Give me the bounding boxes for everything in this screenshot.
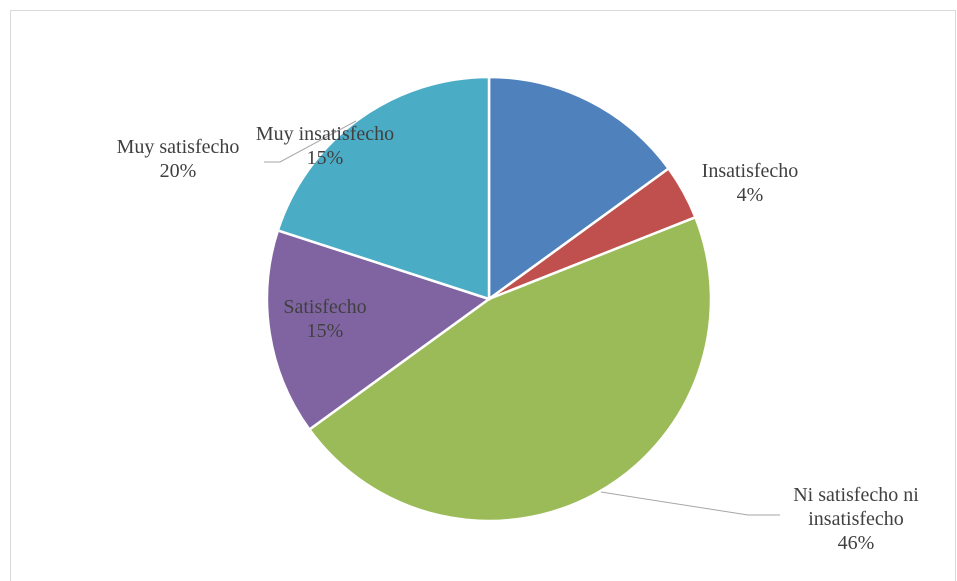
data-label-category: Ni satisfecho ni [793, 484, 919, 506]
data-label-ni-satisfecho-ni-insatisfecho: Ni satisfecho ni insatisfecho 46% [793, 484, 919, 554]
leader-line-3 [600, 491, 780, 516]
data-label-percent: 4% [737, 184, 764, 206]
pie-slice-muy-satisfecho [276, 75, 491, 301]
data-label-category: Muy satisfecho [117, 136, 240, 158]
pie-slice-muy-insatisfecho [487, 75, 671, 302]
data-label-percent: 15% [307, 320, 344, 342]
data-label-percent: 15% [307, 147, 344, 169]
data-label-category: Muy insatisfecho [256, 123, 394, 145]
data-label-percent: 46% [838, 532, 875, 554]
data-label-insatisfecho: Insatisfecho 4% [702, 160, 799, 206]
data-label-percent: 20% [160, 160, 197, 182]
pie-slices [265, 75, 713, 523]
leader-line-5 [264, 120, 357, 163]
data-label-category: insatisfecho [808, 508, 904, 530]
data-labels: Muy insatisfecho 15%Insatisfecho 4%Ni sati… [117, 123, 920, 554]
pie-slice-satisfecho [265, 228, 492, 432]
leader-lines [264, 120, 780, 516]
data-label-satisfecho: Satisfecho 15% [283, 296, 366, 342]
data-label-category: Satisfecho [283, 296, 366, 318]
data-label-muy-insatisfecho: Muy insatisfecho 15% [256, 123, 394, 169]
data-label-muy-satisfecho: Muy satisfecho 20% [117, 136, 240, 182]
pie-slice-ni-satisfecho-ni-insatisfecho [307, 215, 713, 523]
data-label-category: Insatisfecho [702, 160, 799, 182]
